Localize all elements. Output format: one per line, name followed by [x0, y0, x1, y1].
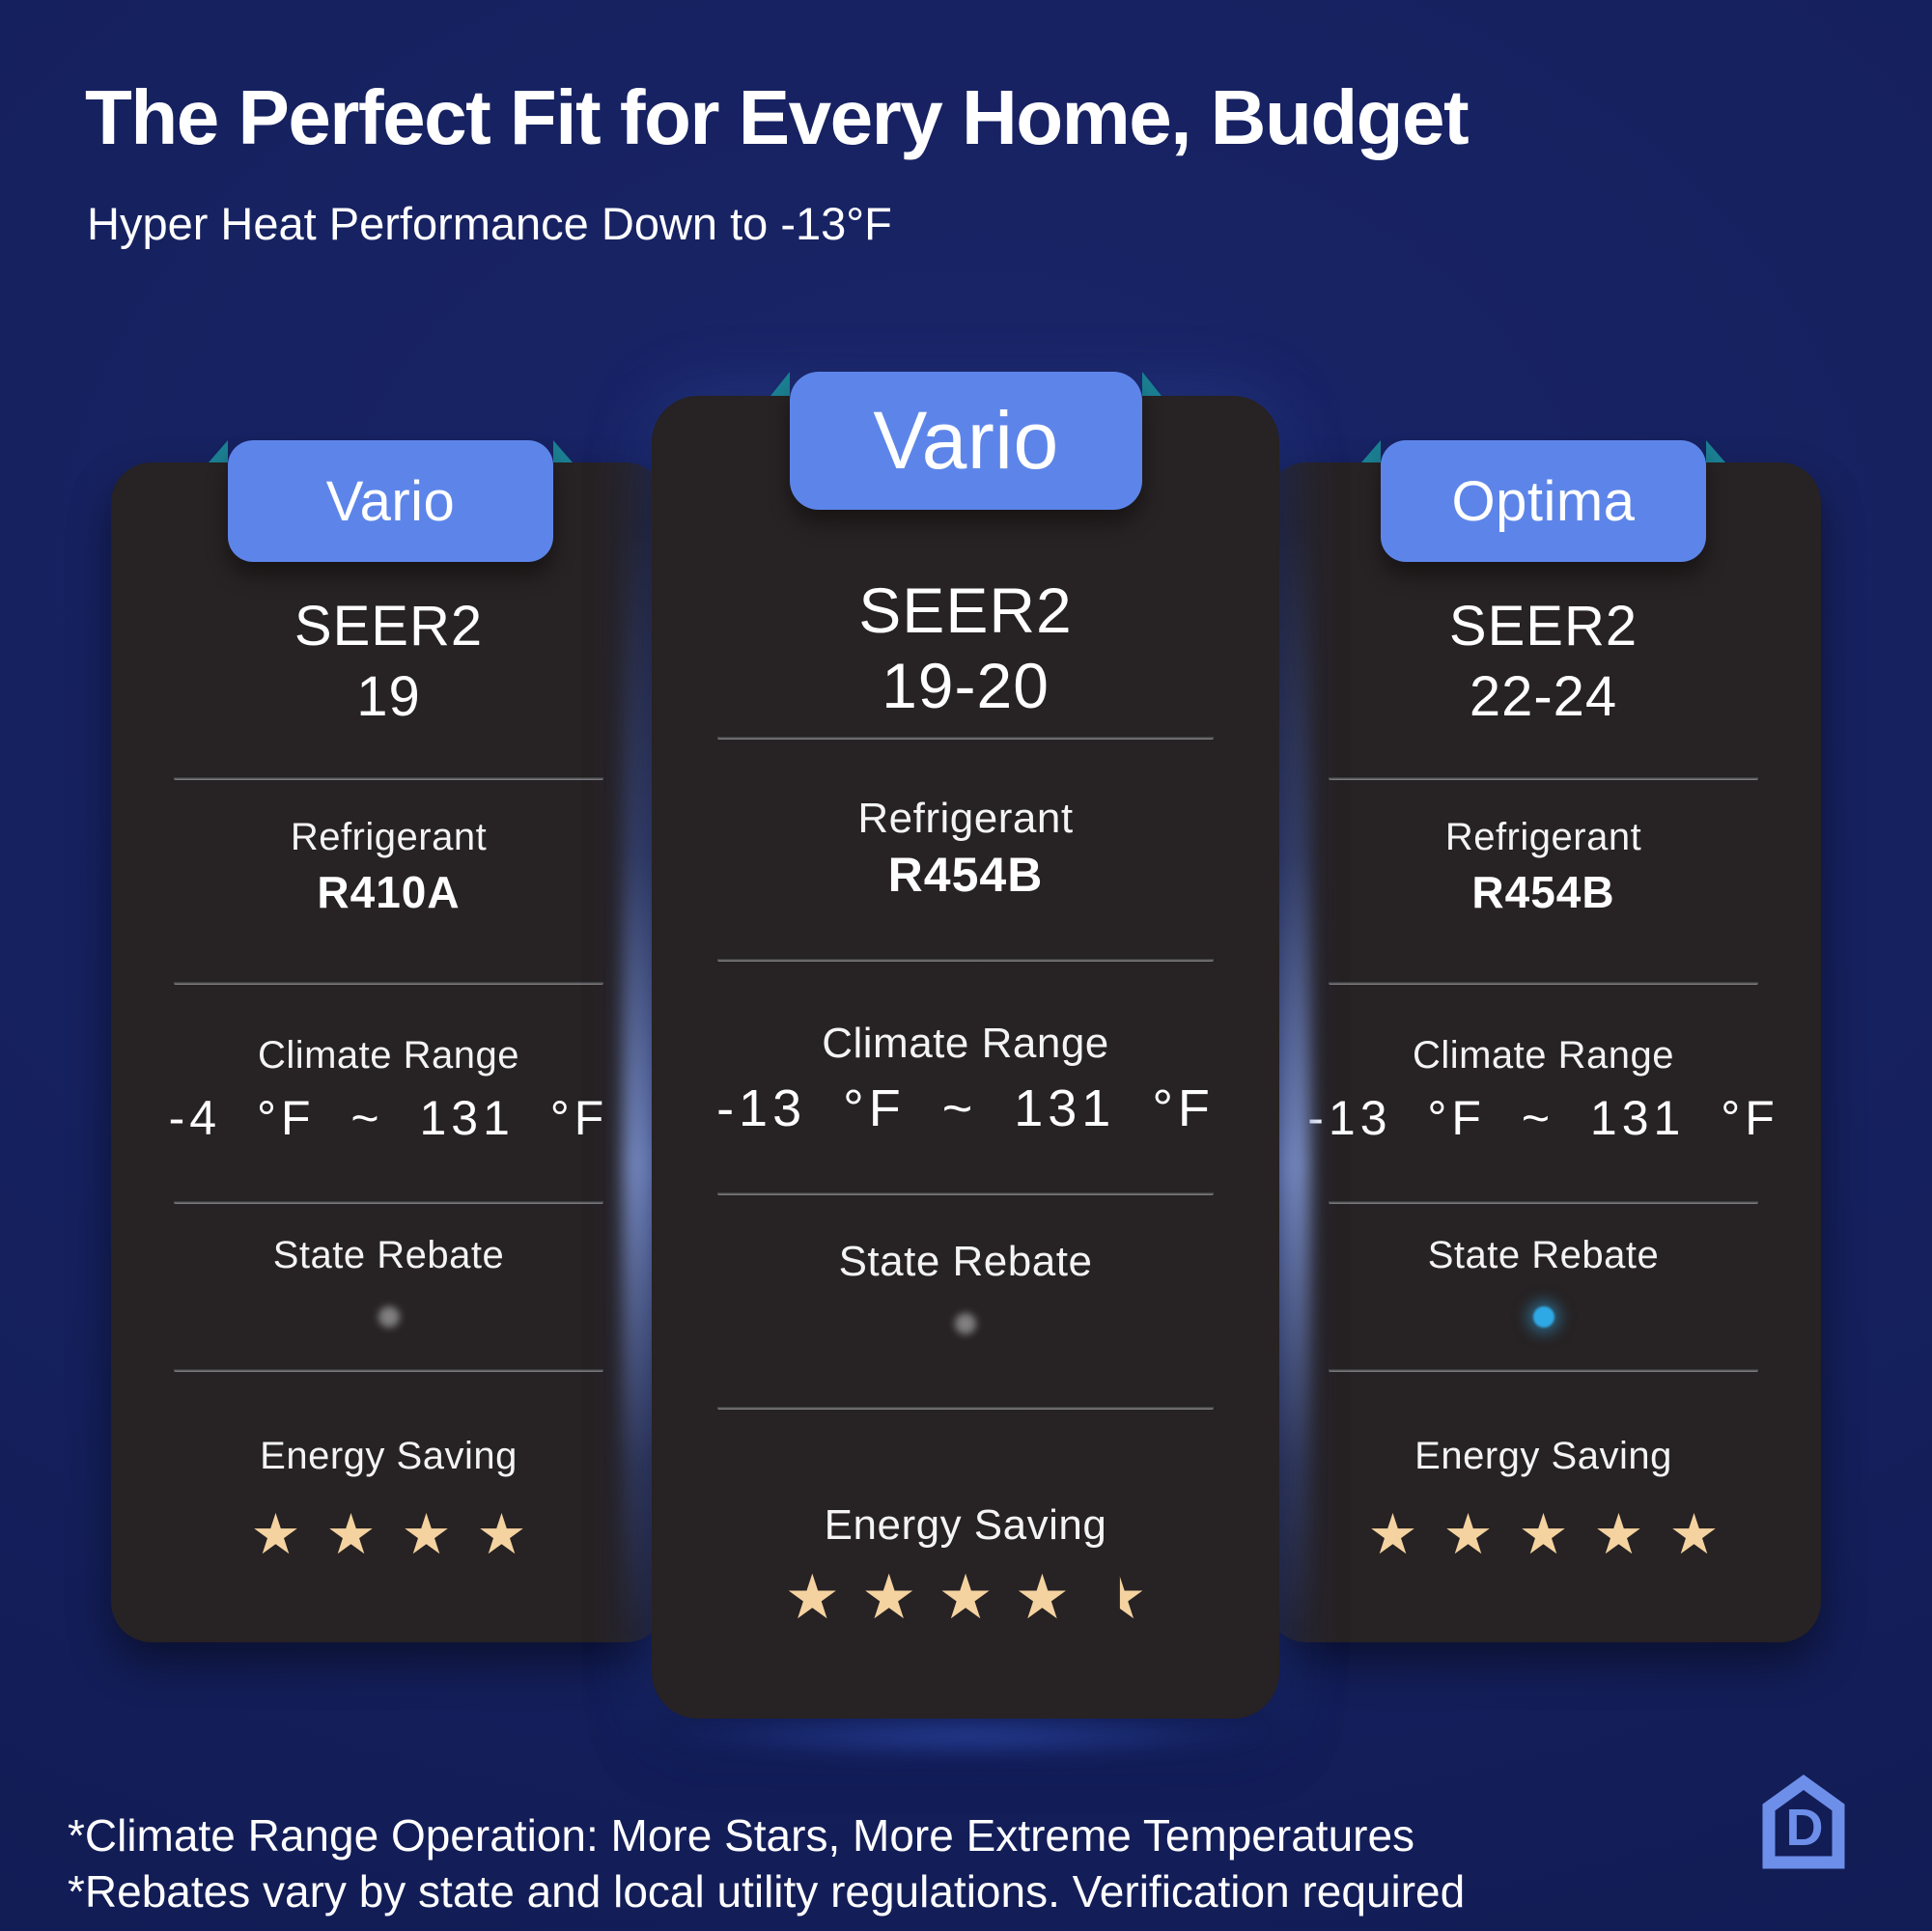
divider: [1329, 1200, 1758, 1204]
energy-star-rating: ★ ★ ★ ★ ★: [652, 1566, 1279, 1628]
divider: [174, 981, 603, 985]
ribbon-fold-right-icon: [1706, 440, 1725, 462]
climate-range-label: Climate Range: [1412, 1034, 1675, 1077]
state-rebate-indicator: [652, 1313, 1279, 1334]
refrigerant-label: Refrigerant: [1444, 816, 1642, 858]
seer-label: SEER2: [858, 574, 1073, 646]
state-rebate-indicator: [1266, 1306, 1821, 1328]
state-rebate-label: State Rebate: [838, 1238, 1093, 1285]
star-icon: ★: [938, 1562, 994, 1632]
ribbon-fold-left-icon: [209, 440, 228, 462]
seer-value: 19: [356, 665, 421, 728]
divider: [1329, 981, 1758, 985]
star-icon: ★: [1442, 1503, 1494, 1566]
product-tab-label: Vario: [873, 395, 1059, 486]
energy-saving-label: Energy Saving: [260, 1435, 518, 1477]
house-d-logo-icon: D: [1762, 1774, 1845, 1869]
footnote-climate: *Climate Range Operation: More Stars, Mo…: [68, 1810, 1415, 1861]
refrigerant-value: R454B: [1471, 867, 1615, 917]
product-card-vario-featured: Vario SEER2 19-20 Refrigerant R454B Clim…: [652, 372, 1279, 1719]
state-rebate-label: State Rebate: [1427, 1234, 1660, 1276]
climate-range-value: -13 °F ~ 131 °F: [716, 1079, 1215, 1137]
product-tab: Optima: [1381, 440, 1706, 562]
product-tab-label: Vario: [325, 469, 456, 533]
refrigerant-value: R454B: [887, 848, 1044, 902]
star-icon: ★: [860, 1562, 917, 1632]
energy-saving-label: Energy Saving: [1414, 1435, 1672, 1477]
seer-rating: SEER2 19-20: [652, 573, 1279, 723]
divider: [174, 1200, 603, 1204]
star-icon: ★: [1593, 1503, 1644, 1566]
climate-range-value: -4 °F ~ 131 °F: [168, 1091, 609, 1145]
star-icon: ★: [250, 1503, 301, 1566]
star-icon: ★: [1518, 1503, 1569, 1566]
ribbon-fold-right-icon: [1142, 372, 1162, 396]
divider: [174, 1368, 603, 1372]
state-rebate-label: State Rebate: [272, 1234, 505, 1276]
divider: [717, 1191, 1214, 1195]
star-icon: ★: [476, 1503, 527, 1566]
rebate-dot-icon: [378, 1306, 400, 1328]
footnotes: *Climate Range Operation: More Stars, Mo…: [68, 1807, 1465, 1919]
seer-rating: SEER2 19: [111, 591, 666, 732]
divider: [717, 1406, 1214, 1410]
energy-saving-label: Energy Saving: [824, 1501, 1107, 1549]
star-icon: ★: [401, 1503, 452, 1566]
star-icon: ★: [325, 1503, 377, 1566]
rebate-dot-icon: [955, 1313, 976, 1334]
page-title: The Perfect Fit for Every Home, Budget: [85, 74, 1470, 160]
divider: [1329, 1368, 1758, 1372]
page-subtitle: Hyper Heat Performance Down to -13°F: [87, 198, 892, 249]
refrigerant-label: Refrigerant: [290, 816, 488, 858]
divider: [717, 736, 1214, 740]
product-card-vario-base: Vario SEER2 19 Refrigerant R410A Climate…: [111, 440, 666, 1642]
star-icon: ★: [1668, 1503, 1720, 1566]
seer-rating: SEER2 22-24: [1266, 591, 1821, 732]
rebate-dot-icon: [1532, 1306, 1554, 1328]
divider: [717, 958, 1214, 962]
seer-value: 22-24: [1469, 665, 1618, 728]
refrigerant-label: Refrigerant: [857, 795, 1074, 842]
product-tab-label: Optima: [1451, 469, 1636, 533]
ribbon-fold-right-icon: [553, 440, 573, 462]
footnote-rebates: *Rebates vary by state and local utility…: [68, 1866, 1466, 1917]
svg-text:D: D: [1786, 1799, 1824, 1857]
state-rebate-indicator: [111, 1306, 666, 1328]
star-icon: ★: [1367, 1503, 1418, 1566]
energy-star-rating: ★ ★ ★ ★: [111, 1507, 666, 1563]
seer-label: SEER2: [1448, 595, 1638, 658]
divider: [174, 776, 603, 780]
star-icon: ★: [784, 1562, 840, 1632]
ribbon-fold-left-icon: [1361, 440, 1381, 462]
ribbon-fold-left-icon: [770, 372, 790, 396]
climate-range-label: Climate Range: [257, 1034, 520, 1077]
star-icon: ★: [1014, 1562, 1071, 1632]
climate-range-value: -13 °F ~ 131 °F: [1307, 1091, 1779, 1145]
divider: [1329, 776, 1758, 780]
energy-star-rating: ★ ★ ★ ★ ★: [1266, 1507, 1821, 1563]
product-card-optima: Optima SEER2 22-24 Refrigerant R454B Cli…: [1266, 440, 1821, 1642]
seer-label: SEER2: [294, 595, 484, 658]
seer-value: 19-20: [882, 650, 1050, 721]
refrigerant-value: R410A: [317, 867, 461, 917]
product-tab: Vario: [790, 372, 1142, 510]
half-star-icon: ★: [1091, 1562, 1147, 1632]
product-tab: Vario: [228, 440, 553, 562]
climate-range-label: Climate Range: [822, 1020, 1109, 1067]
